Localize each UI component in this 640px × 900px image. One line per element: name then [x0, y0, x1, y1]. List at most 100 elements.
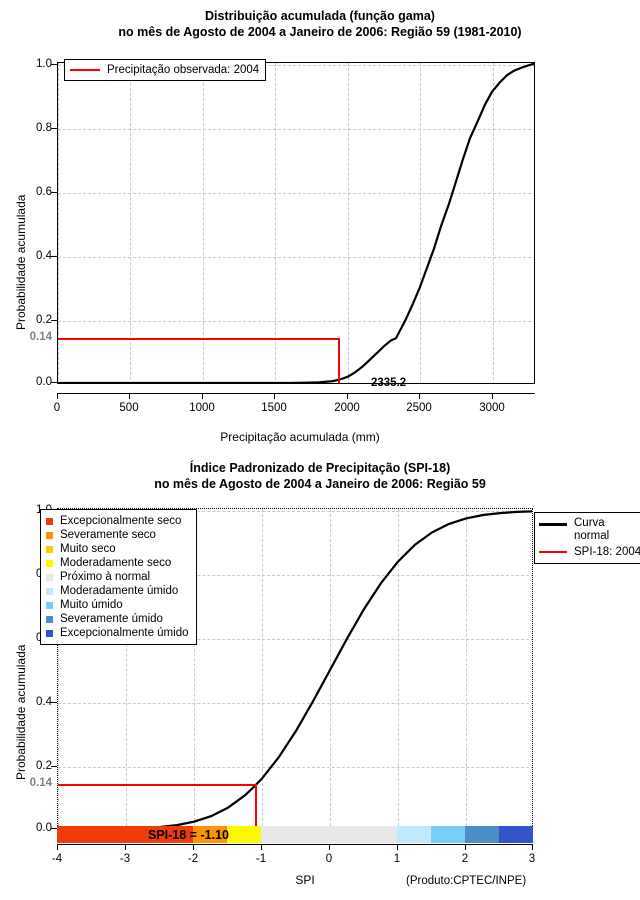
colorbar-segment-severamente-seco: [193, 826, 227, 843]
chart1-ytick-label: 0.6: [36, 186, 52, 198]
chart1-gridline-h: [58, 383, 535, 384]
chart1-title: Distribuição acumulada (função gama) no …: [0, 8, 640, 40]
chart2-xtick-label: -4: [51, 853, 63, 865]
chart1-xtick-label: 1000: [189, 402, 215, 414]
legend-label: Moderadamente seco: [60, 557, 172, 569]
chart2-curve-legend[interactable]: Curva normal SPI-18: 2004: [534, 512, 640, 564]
chart2-xtick-label: -3: [119, 853, 131, 865]
chart2-xtick-mark: [329, 844, 330, 850]
legend-item-muito-seco[interactable]: Muito seco: [44, 542, 189, 556]
legend-item-moderadamente-seco[interactable]: Moderadamente seco: [44, 556, 189, 570]
chart1-observed-vline: [338, 338, 340, 383]
legend-label: Excepcionalmente seco: [60, 515, 182, 527]
chart1-title-line1: Distribuição acumulada (função gama): [205, 9, 435, 23]
chart2-xtick-label: 3: [528, 853, 536, 865]
colorbar-segment-proximo-a-normal: [261, 826, 397, 843]
chart2-spi-hline: [58, 784, 256, 786]
chart1-ytick-label: 1.0: [36, 58, 52, 70]
legend-item-severamente-seco[interactable]: Severamente seco: [44, 528, 189, 542]
chart2-legend-label-spi: SPI-18: 2004: [574, 546, 640, 558]
chart1-xtick-label: 1500: [261, 402, 287, 414]
chart1-xtick-label: 500: [119, 402, 139, 414]
chart1-legend[interactable]: Precipitação observada: 2004: [64, 59, 267, 81]
chart1-observed-value-label: 2335.2: [371, 377, 407, 389]
chart1-xtick-label: 2000: [334, 402, 360, 414]
chart1-legend-item-observed[interactable]: Precipitação observada: 2004: [70, 63, 259, 77]
chart1-ytick-mark: [51, 382, 57, 383]
color-swatch-icon: [46, 601, 53, 609]
chart1-ylabel: Probabilidade acumulada: [14, 194, 28, 330]
chart2-ytick-label: 0.4: [36, 696, 52, 708]
spi-value-tag: SPI-18 = -1.10: [148, 828, 229, 842]
black-line-swatch-icon: [539, 523, 567, 526]
chart1-ytick-label: 0.8: [36, 122, 52, 134]
legend-item-severamente-umido[interactable]: Severamente úmido: [44, 612, 189, 626]
chart2-xtick-label: 2: [461, 853, 469, 865]
color-swatch-icon: [46, 629, 53, 637]
legend-item-excepcionalmente-seco[interactable]: Excepcionalmente seco: [44, 514, 189, 528]
chart2-xtick-mark: [397, 844, 398, 850]
chart2-ytick-mark: [51, 828, 57, 829]
chart1-ytick-mark: [51, 64, 57, 65]
chart1-legend-label: Precipitação observada: 2004: [107, 64, 260, 76]
legend-label: Severamente úmido: [60, 613, 163, 625]
chart2-xtick-mark: [193, 844, 194, 850]
legend-item-muito-umido[interactable]: Muito úmido: [44, 598, 189, 612]
chart2-xtick-mark: [532, 844, 533, 850]
chart1-xtick-label: 2500: [406, 402, 432, 414]
color-swatch-icon: [46, 559, 53, 567]
chart1-xtick-mark: [129, 393, 130, 399]
legend-label: Moderadamente úmido: [60, 585, 179, 597]
chart2-spi-vline: [255, 784, 257, 829]
product-footnote: (Produto:CPTEC/INPE): [406, 875, 527, 887]
chart2-xtick-label: 1: [393, 853, 401, 865]
color-swatch-icon: [46, 531, 53, 539]
chart1-observed-prob-label: 0.14: [29, 331, 52, 343]
color-swatch-icon: [46, 573, 53, 581]
chart1-ytick-mark: [51, 192, 57, 193]
chart1-xtick-mark: [274, 393, 275, 399]
legend-label: Próximo à normal: [60, 571, 151, 583]
legend-label: Muito úmido: [60, 599, 123, 611]
chart2-legend-item-curva-normal[interactable]: Curva normal: [539, 517, 640, 543]
chart2-xlabel: SPI: [295, 873, 315, 887]
chart2-xtick-mark: [57, 844, 58, 850]
chart2-spi-prob-label: 0.14: [29, 777, 52, 789]
legend-item-moderadamente-umido[interactable]: Moderadamente úmido: [44, 584, 189, 598]
chart1-xaxis-line: [57, 393, 535, 394]
chart2-legend-label-line1: Curva: [574, 517, 605, 529]
legend-item-proximo-a-normal[interactable]: Próximo à normal: [44, 570, 189, 584]
chart2-title-line1: Índice Padronizado de Precipitação (SPI-…: [189, 461, 451, 475]
chart2-xtick-mark: [125, 844, 126, 850]
colorbar-segment-excepcionalmente-umido: [499, 826, 533, 843]
chart2-xtick-label: -1: [255, 853, 267, 865]
chart2-xtick-label: -2: [187, 853, 199, 865]
chart2-ytick-label: 0.0: [36, 822, 52, 834]
chart2-ytick-mark: [51, 766, 57, 767]
chart1-ytick-mark: [51, 128, 57, 129]
colorbar-segment-muito-moderadamente-seco: [227, 826, 261, 843]
legend-item-excepcionalmente-umido[interactable]: Excepcionalmente úmido: [44, 626, 189, 640]
colorbar-segment-moderadamente-umido: [397, 826, 431, 843]
chart2-title: Índice Padronizado de Precipitação (SPI-…: [0, 460, 640, 492]
chart1-xtick-mark: [492, 393, 493, 399]
chart2-ytick-label: 0.2: [36, 760, 52, 772]
chart1-xtick-mark: [347, 393, 348, 399]
chart2-legend-item-spi18[interactable]: SPI-18: 2004: [539, 545, 640, 559]
legend-label: Severamente seco: [60, 529, 156, 541]
chart1-xtick-mark: [202, 393, 203, 399]
color-swatch-icon: [46, 587, 53, 595]
chart2-legend-label-line2: normal: [574, 530, 610, 542]
spi-class-legend[interactable]: Excepcionalmente seco Severamente seco M…: [40, 509, 197, 645]
chart1-ytick-label: 0.2: [36, 314, 52, 326]
chart2-xtick-mark: [261, 844, 262, 850]
color-swatch-icon: [46, 517, 53, 525]
color-swatch-icon: [46, 615, 53, 623]
chart1-gamma-curve: [58, 63, 534, 383]
red-line-swatch-icon: [70, 69, 100, 71]
legend-label: Muito seco: [60, 543, 116, 555]
chart2-xtick-mark: [465, 844, 466, 850]
chart1-xtick-mark: [419, 393, 420, 399]
colorbar-segment-muito-umido: [431, 826, 465, 843]
chart1-plot-area: [57, 62, 535, 384]
